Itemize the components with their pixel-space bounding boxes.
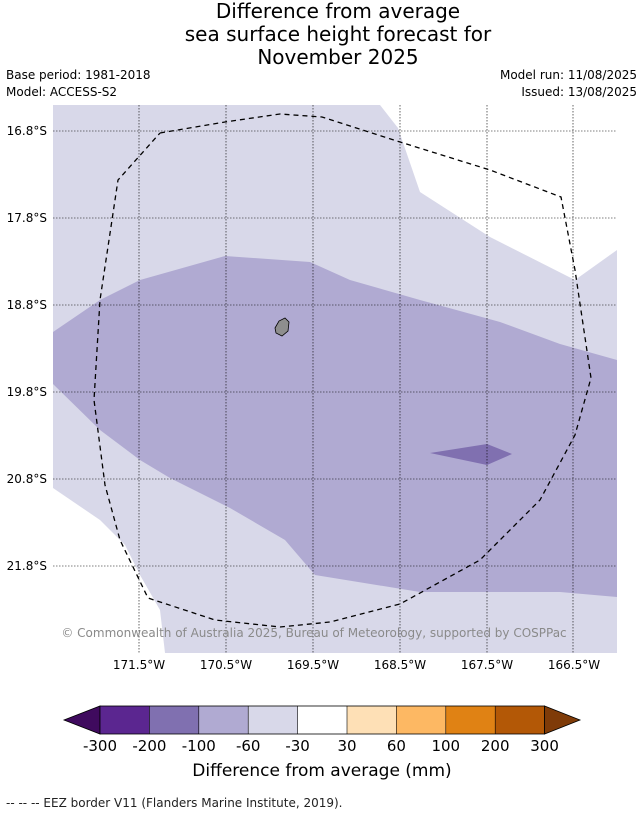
colorbar-segment-3 [198,706,249,734]
eez-border [93,113,592,628]
anomaly-region-minus200 [430,444,512,465]
cb-tick-2: -200 [132,737,166,755]
colorbar-segment-2 [149,706,199,734]
issued-date: Issued: 13/08/2025 [521,85,637,99]
base-period: Base period: 1981-2018 [6,68,151,82]
colorbar: -300 -200 -100 -60 -30 30 60 100 200 300 [62,705,582,755]
lat-label-4: 19.8°S [7,385,47,399]
meta-left: Base period: 1981-2018 Model: ACCESS-S2 [6,67,151,101]
title-line-2: sea surface height forecast for [184,22,492,46]
model-name: Model: ACCESS-S2 [6,85,118,99]
colorbar-segment-7 [396,706,446,734]
near-normal-region-lower [53,488,165,653]
colorbar-outline [99,705,546,735]
near-normal-region [380,105,617,280]
meta-right: Model run: 11/08/2025 Issued: 13/08/2025 [500,67,637,101]
cb-tick-10: 300 [530,737,559,755]
map-title: Difference from average sea surface heig… [0,0,644,69]
lon-labels: 171.5°W 170.5°W 169.5°W 168.5°W 167.5°W … [113,658,600,672]
graticule [53,105,617,653]
lat-labels: 16.8°S 17.8°S 18.8°S 19.8°S 20.8°S 21.8°… [7,124,47,573]
colorbar-extend-high [544,705,582,735]
colorbar-segment-4 [248,706,298,734]
cb-tick-8: 100 [431,737,460,755]
colorbar-title: Difference from average (mm) [192,761,452,781]
colorbar-segment-5 [297,706,347,734]
lon-label-5: 167.5°W [461,658,513,672]
colorbar-segment-1 [100,706,150,734]
lon-label-4: 168.5°W [374,658,426,672]
cb-tick-7: 60 [387,737,406,755]
colorbar-extend-low [62,705,101,735]
island-land [274,317,290,337]
cb-tick-1: -300 [83,737,117,755]
cb-tick-9: 200 [481,737,510,755]
colorbar-ticks: -300 -200 -100 -60 -30 30 60 100 200 300 [83,737,559,755]
cb-tick-4: -60 [236,737,261,755]
colorbar-segment-9 [495,706,545,734]
lon-label-6: 166.5°W [548,658,600,672]
title-line-3: November 2025 [257,45,419,69]
cb-tick-3: -100 [182,737,216,755]
eez-legend-note: -- -- -- EEZ border V11 (Flanders Marine… [6,796,343,810]
title-line-1: Difference from average [215,0,461,23]
colorbar-segment-8 [445,706,496,734]
lon-label-3: 169.5°W [287,658,339,672]
anomaly-region-minus100 [53,256,617,597]
lat-label-6: 21.8°S [7,559,47,573]
lat-label-3: 18.8°S [7,298,47,312]
copyright-text: © Commonwealth of Australia 2025, Bureau… [61,626,566,640]
lat-label-5: 20.8°S [7,472,47,486]
lat-label-1: 16.8°S [7,124,47,138]
model-run: Model run: 11/08/2025 [499,68,637,82]
lon-label-1: 171.5°W [113,658,165,672]
cb-tick-5: -30 [285,737,310,755]
lon-label-2: 170.5°W [200,658,252,672]
colorbar-dividers [149,706,496,734]
colorbar-segment-6 [347,706,397,734]
lat-label-2: 17.8°S [7,211,47,225]
cb-tick-6: 30 [337,737,356,755]
